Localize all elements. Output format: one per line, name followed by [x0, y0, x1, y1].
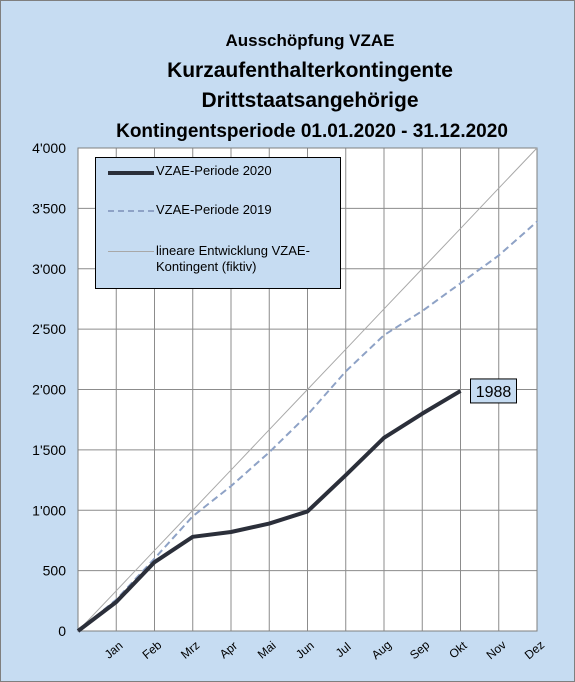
legend-label: VZAE-Periode 2020 [156, 163, 272, 178]
y-tick-label: 2'000 [32, 382, 66, 398]
plot-border [77, 147, 538, 632]
chart-subtitle: Kontingentsperiode 01.01.2020 - 31.12.20… [116, 121, 508, 142]
legend-item: lineare Entwicklung VZAE-Kontingent (fik… [96, 243, 342, 274]
y-tick-label: 0 [58, 623, 66, 639]
chart-subtitle: Drittstaatsangehörige [201, 89, 418, 112]
series-line [76, 389, 462, 633]
y-tick-label: 1'500 [32, 442, 66, 458]
legend-swatch [108, 171, 154, 175]
data-label-box [470, 378, 517, 404]
legend-swatch [108, 210, 154, 212]
legend-item: VZAE-Periode 2019 [96, 202, 342, 232]
legend-item: VZAE-Periode 2020 [96, 163, 342, 193]
legend-swatch [108, 251, 154, 252]
legend: VZAE-Periode 2020 VZAE-Periode 2019 linear… [95, 157, 341, 289]
legend-label: lineare Entwicklung VZAE-Kontingent (fik… [156, 243, 310, 274]
series-line [77, 147, 538, 632]
series-line [77, 220, 538, 632]
y-tick-label: 4'000 [32, 140, 66, 156]
y-tick-label: 2'500 [32, 321, 66, 337]
y-tick-label: 500 [43, 563, 67, 579]
y-tick-label: 3'500 [32, 200, 66, 216]
legend-label: VZAE-Periode 2019 [156, 202, 272, 217]
chart-subtitle: Kurzaufenthalterkontingente [167, 59, 453, 82]
y-tick-label: 3'000 [32, 261, 66, 277]
data-label: 1988 [476, 384, 512, 401]
chart-title: Ausschöpfung VZAE [225, 31, 394, 50]
y-tick-label: 1'000 [32, 502, 66, 518]
